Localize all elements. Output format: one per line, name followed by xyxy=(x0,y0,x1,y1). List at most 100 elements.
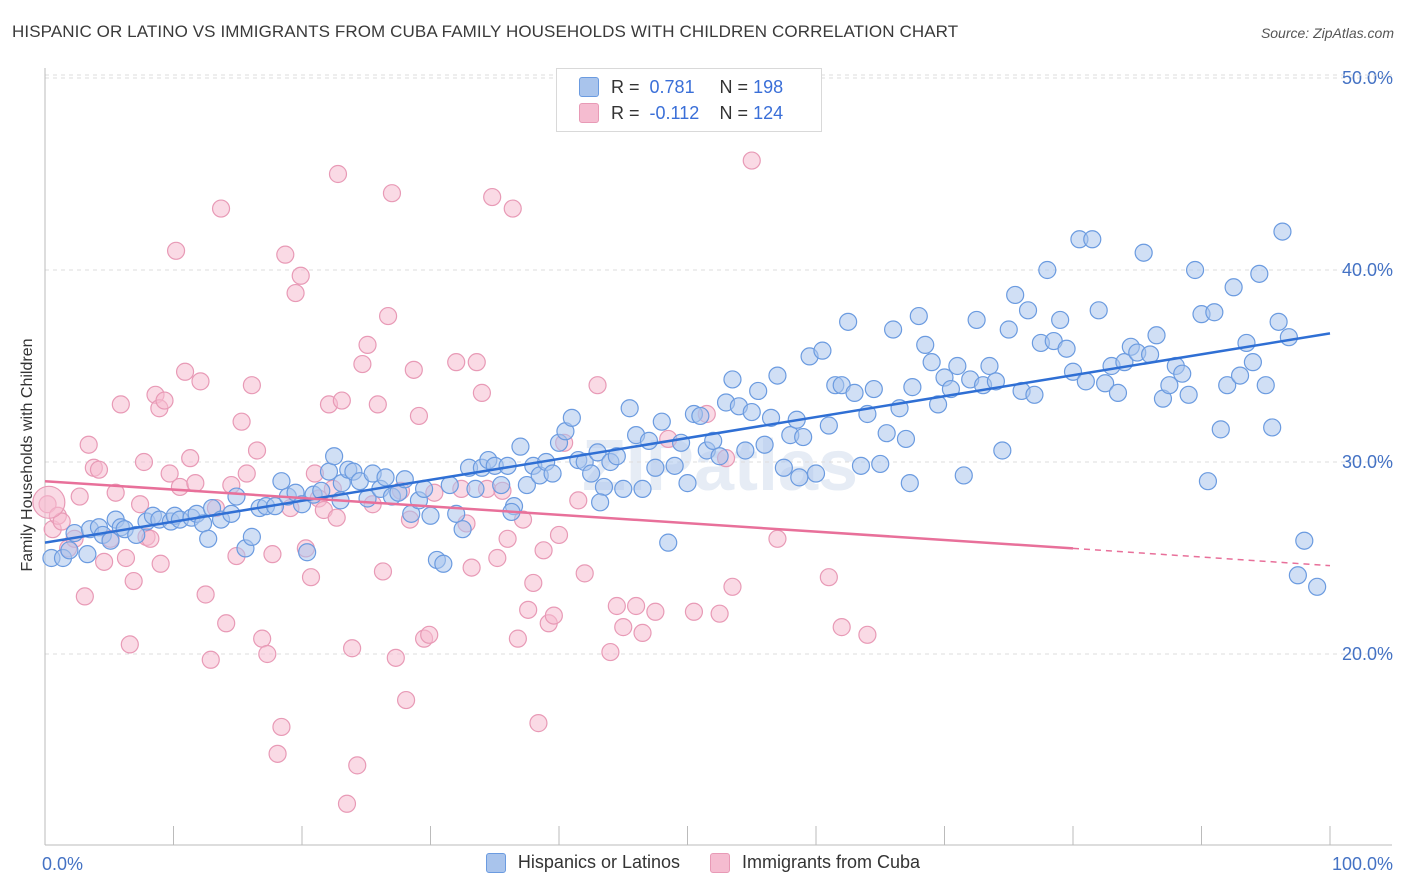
cuba-point xyxy=(534,541,553,560)
cuba-point xyxy=(488,548,507,568)
series-legend-cuba[interactable]: Immigrants from Cuba xyxy=(710,852,920,873)
hispanic-point xyxy=(543,464,562,483)
hispanic-point xyxy=(646,458,665,477)
cuba-point xyxy=(607,596,626,616)
cuba-point xyxy=(79,435,98,454)
chart-title: HISPANIC OR LATINO VS IMMIGRANTS FROM CU… xyxy=(12,22,959,41)
hispanic-point xyxy=(839,312,858,331)
hispanic-point xyxy=(1173,364,1192,383)
cuba-point xyxy=(646,602,665,621)
hispanic-point xyxy=(819,416,838,435)
series-label-hispanic: Hispanics or Latinos xyxy=(517,852,681,872)
cuba-point xyxy=(409,406,429,426)
legend-r-value: 0.781 xyxy=(649,76,695,97)
hispanic-point xyxy=(1263,418,1282,437)
cuba-point xyxy=(343,639,362,658)
cuba-point xyxy=(742,151,761,170)
hispanic-point xyxy=(954,466,973,485)
cuba-point xyxy=(130,495,150,514)
cuba-trendline xyxy=(44,479,1074,550)
cuba-point xyxy=(332,391,351,410)
hispanic-point xyxy=(652,412,671,431)
cuba-point xyxy=(358,335,377,354)
hispanic-point xyxy=(1057,339,1076,358)
legend-swatch-cuba xyxy=(579,103,599,123)
hispanic-point xyxy=(1025,385,1044,404)
hispanic-point xyxy=(78,545,97,564)
cuba-point xyxy=(386,648,405,667)
source-label: Source: ZipAtlas.com xyxy=(1260,25,1394,41)
cuba-point xyxy=(151,554,170,573)
cuba-point xyxy=(120,635,139,654)
hispanic-point xyxy=(376,468,395,487)
hispanic-point xyxy=(774,458,793,477)
hispanic-point xyxy=(864,379,883,399)
cuba-point xyxy=(368,395,387,414)
hispanic-point xyxy=(1185,260,1205,280)
series-label-cuba: Immigrants from Cuba xyxy=(742,852,921,872)
hispanic-point xyxy=(325,447,344,466)
hispanic-point xyxy=(900,474,919,493)
hispanic-point xyxy=(1269,312,1288,331)
y-tick-label: 20.0% xyxy=(1342,644,1393,664)
hispanic-point xyxy=(659,533,678,552)
hispanic-point xyxy=(877,424,896,443)
hispanic-point xyxy=(1083,230,1102,249)
cuba-point xyxy=(232,412,251,431)
cuba-point xyxy=(70,487,89,506)
cuba-point xyxy=(472,383,491,402)
hispanic-point xyxy=(665,456,684,475)
cuba-point xyxy=(155,391,174,410)
cuba-point xyxy=(508,629,527,648)
hispanic-point xyxy=(749,381,768,401)
hispanic-point xyxy=(1308,577,1327,596)
hispanic-point xyxy=(742,402,761,422)
cuba-point xyxy=(111,395,130,414)
cuba-point xyxy=(186,474,205,493)
hispanic-point xyxy=(691,406,710,426)
hispanic-point xyxy=(511,437,530,456)
hispanic-point xyxy=(967,310,986,330)
hispanic-point xyxy=(1160,376,1179,395)
hispanic-trendline xyxy=(44,332,1331,544)
hispanic-point xyxy=(199,529,218,548)
hispanic-point xyxy=(806,464,826,483)
hispanic-point xyxy=(242,527,261,546)
cuba-point xyxy=(337,794,357,813)
cuba-point xyxy=(614,618,633,637)
hispanic-point xyxy=(1108,383,1128,402)
hispanic-point xyxy=(909,306,928,326)
hispanic-point xyxy=(1295,531,1314,550)
legend-row-cuba: R = -0.112 N = 124 xyxy=(579,101,783,125)
hispanic-point xyxy=(948,356,967,376)
hispanic-point xyxy=(993,441,1012,460)
x-tick-label: 0.0% xyxy=(42,854,83,874)
hispanic-point xyxy=(421,506,440,525)
cuba-point xyxy=(237,464,256,483)
cuba-point xyxy=(116,548,136,568)
hispanic-point xyxy=(845,383,864,402)
hispanic-point xyxy=(896,429,916,449)
cuba-point xyxy=(633,623,652,642)
hispanic-point xyxy=(517,475,536,495)
legend-n-label: N = xyxy=(719,102,749,123)
cuba-point xyxy=(191,372,210,391)
x-tick-label: 100.0% xyxy=(1332,854,1393,874)
series-legend-hispanic[interactable]: Hispanics or Latinos xyxy=(485,852,681,873)
cuba-point xyxy=(181,449,200,468)
legend-swatch-hispanic xyxy=(579,77,599,97)
cuba-point xyxy=(467,353,486,372)
cuba-point xyxy=(524,573,543,593)
cuba-point xyxy=(196,585,215,604)
cuba-point xyxy=(268,744,287,763)
cuba-point xyxy=(832,618,851,637)
hispanic-point xyxy=(903,378,922,397)
hispanic-point xyxy=(813,341,832,360)
cuba-point xyxy=(503,199,522,218)
hispanic-point xyxy=(883,320,903,339)
hispanic-point xyxy=(1089,301,1108,320)
cuba-point xyxy=(601,642,620,662)
hispanic-point xyxy=(1224,278,1243,297)
cuba-point xyxy=(404,360,423,379)
